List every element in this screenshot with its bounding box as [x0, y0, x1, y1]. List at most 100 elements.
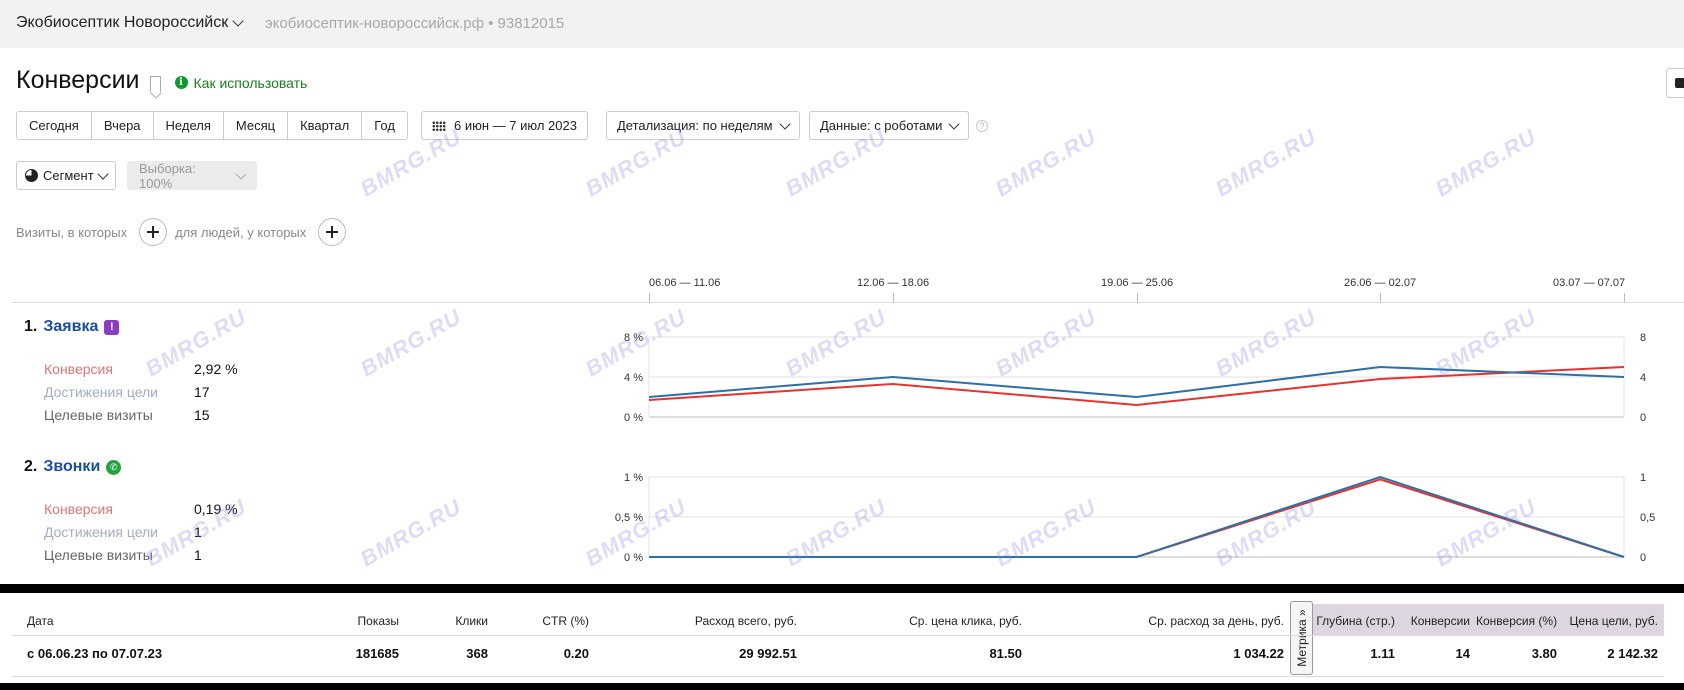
conversion-value: 0,19 %: [194, 501, 238, 517]
timeline-tick: [893, 293, 894, 302]
y2-tick-label: 0: [1640, 412, 1646, 424]
date-range-button[interactable]: 6 июн — 7 июл 2023: [421, 111, 588, 140]
visits-value: 1: [194, 547, 202, 563]
sample-dropdown[interactable]: Выборка: 100%: [127, 160, 257, 191]
goal-2-chart: 1 % 0,5 % 0 % 1 0,5 0: [615, 472, 1655, 564]
counter-bar: Экобиосептик Новороссийск экобиосептик-н…: [0, 0, 1684, 48]
y-tick-label: 0,5 %: [615, 512, 643, 524]
phone-icon: ✆: [106, 459, 122, 475]
period-month[interactable]: Месяц: [223, 112, 289, 139]
date-range-label: 6 июн — 7 июл 2023: [454, 118, 577, 133]
chevron-down-icon: [235, 167, 247, 180]
period-today[interactable]: Сегодня: [17, 112, 92, 139]
y-tick-label: 8 %: [624, 332, 643, 344]
column-header-goal-price[interactable]: Цена цели, руб.: [1569, 614, 1658, 628]
conversion-series-line: [649, 478, 1625, 558]
exclamation-icon: !: [104, 319, 120, 335]
row-date: с 06.06.23 по 07.07.23: [27, 646, 163, 661]
row-avg-cpc: 81.50: [989, 646, 1022, 661]
achievements-series-line: [649, 475, 1625, 558]
row-conversion-pct: 3.80: [1531, 646, 1557, 661]
data-dropdown[interactable]: Данные: с роботами: [809, 111, 970, 140]
goal-2-title: 2. Звонки ✆: [24, 458, 122, 476]
timeline-label: 12.06 — 18.06: [857, 277, 930, 289]
watermark: BMRG.RU: [1211, 123, 1321, 202]
detail-label: Детализация: по неделям: [617, 118, 773, 133]
divider: [12, 676, 1664, 677]
help-icon[interactable]: ?: [976, 120, 988, 132]
segment-conditions: Визиты, в которых для людей, у которых: [16, 218, 354, 246]
column-header-impressions[interactable]: Показы: [357, 614, 399, 628]
chevron-down-icon: [232, 15, 244, 27]
watermark: BMRG.RU: [356, 303, 466, 382]
conversion-label: Конверсия: [44, 361, 113, 377]
chevron-down-icon: [948, 117, 961, 130]
visits-condition-label: Визиты, в которых: [16, 224, 128, 240]
segment-button[interactable]: Сегмент: [16, 161, 116, 190]
people-condition-label: для людей, у которых: [175, 224, 307, 240]
period-yesterday[interactable]: Вчера: [91, 112, 154, 139]
row-spend-total: 29 992.51: [739, 646, 797, 661]
goal-link[interactable]: Заявка: [43, 318, 99, 335]
goal-1-title: 1. Заявка !: [24, 318, 120, 336]
title-row: Конверсии i Как использовать: [16, 66, 307, 95]
visits-value: 15: [194, 407, 210, 423]
period-week[interactable]: Неделя: [153, 112, 224, 139]
data-label: Данные: с роботами: [820, 118, 943, 133]
counter-site: экобиосептик-новороссийск.рф • 93812015: [265, 15, 565, 32]
row-goal-price: 2 142.32: [1607, 646, 1658, 661]
y2-tick-label: 0,5: [1640, 512, 1655, 524]
goal-number: 1.: [24, 318, 38, 335]
add-people-condition-button[interactable]: [318, 218, 347, 246]
divider: [12, 302, 1684, 303]
timeline-label: 06.06 — 11.06: [649, 277, 721, 289]
y2-tick-label: 0: [1640, 552, 1646, 564]
timeline-tick: [1624, 293, 1625, 302]
row-avg-daily: 1 034.22: [1233, 646, 1284, 661]
column-header-avg-cpc[interactable]: Ср. цена клика, руб.: [909, 614, 1022, 628]
goal-number: 2.: [24, 458, 38, 475]
conversion-value: 2,92 %: [194, 361, 238, 377]
how-to-use-link[interactable]: i Как использовать: [174, 74, 308, 91]
timeline-label: 03.07 — 07.07: [1553, 277, 1626, 289]
timeline-label: 19.06 — 25.06: [1101, 277, 1174, 289]
segment-label: Сегмент: [43, 168, 94, 183]
counter-selector[interactable]: Экобиосептик Новороссийск: [16, 14, 244, 32]
metrika-columns-header: [1313, 604, 1664, 635]
divider: [12, 635, 1664, 636]
how-to-use-label: Как использовать: [193, 74, 308, 91]
column-header-avg-daily[interactable]: Ср. расход за день, руб.: [1148, 614, 1284, 628]
period-selector: Сегодня Вчера Неделя Месяц Квартал Год: [16, 111, 408, 140]
y-tick-label: 4 %: [624, 372, 643, 384]
row-ctr: 0.20: [563, 646, 589, 661]
pie-icon: [25, 169, 38, 182]
add-visit-condition-button[interactable]: [139, 218, 168, 246]
achievements-value: 1: [194, 524, 202, 540]
row-clicks: 368: [466, 646, 488, 661]
row-depth: 1.11: [1370, 646, 1395, 661]
goal-link[interactable]: Звонки: [43, 458, 101, 475]
divider-bar: [0, 584, 1684, 593]
bookmark-icon[interactable]: [149, 75, 161, 92]
export-button[interactable]: [1666, 68, 1684, 98]
column-header-clicks[interactable]: Клики: [455, 614, 488, 628]
column-header-spend-total[interactable]: Расход всего, руб.: [694, 614, 797, 628]
detail-dropdown[interactable]: Детализация: по неделям: [606, 111, 800, 140]
metrika-tab[interactable]: Метрика »: [1290, 601, 1313, 675]
column-header-depth[interactable]: Глубина (стр.): [1316, 614, 1395, 628]
y-tick-label: 1 %: [624, 472, 643, 484]
calendar-icon: [432, 120, 446, 131]
period-quarter[interactable]: Квартал: [288, 112, 363, 139]
period-year[interactable]: Год: [362, 112, 407, 139]
column-header-conversions[interactable]: Конверсии: [1410, 614, 1470, 628]
chevron-down-icon: [778, 117, 791, 130]
timeline-tick: [649, 293, 650, 302]
column-header-date[interactable]: Дата: [27, 614, 54, 628]
y2-tick-label: 4: [1640, 372, 1646, 384]
watermark: BMRG.RU: [991, 123, 1101, 202]
column-header-ctr[interactable]: CTR (%): [542, 614, 589, 628]
achievements-label: Достижения цели: [44, 384, 159, 400]
watermark: BMRG.RU: [1431, 123, 1541, 202]
sample-label: Выборка: 100%: [139, 160, 196, 191]
column-header-conversion-pct[interactable]: Конверсия (%): [1476, 614, 1558, 628]
